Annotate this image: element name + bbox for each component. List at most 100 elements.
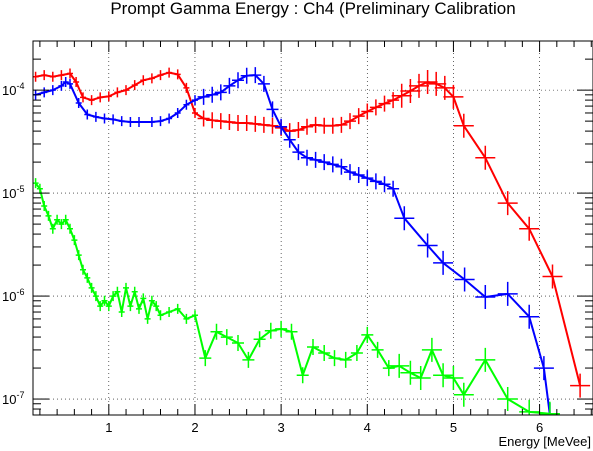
data-point	[148, 73, 155, 84]
data-point	[84, 272, 91, 283]
grid	[33, 41, 593, 415]
data-point	[97, 301, 104, 312]
data-point	[192, 95, 198, 106]
x-tick-label: 4	[364, 420, 371, 435]
data-point	[519, 216, 540, 241]
data-point	[285, 323, 298, 340]
data-point	[62, 214, 69, 225]
data-point	[140, 75, 147, 86]
data-point	[153, 301, 160, 312]
data-point	[33, 71, 39, 82]
data-point	[210, 323, 223, 340]
data-point	[157, 70, 164, 81]
data-point	[223, 77, 236, 94]
data-point	[49, 85, 56, 96]
data-point	[101, 295, 108, 306]
data-point	[88, 95, 95, 106]
data-point	[344, 113, 356, 130]
data-point	[339, 351, 352, 368]
data-point	[344, 164, 356, 181]
data-point	[118, 116, 125, 127]
data-point	[127, 301, 134, 312]
data-point	[131, 286, 138, 297]
data-point	[389, 353, 410, 378]
x-tick-label: 3	[278, 420, 285, 435]
data-point	[174, 303, 181, 314]
data-point	[127, 117, 134, 127]
x-tick-label: 6	[536, 420, 543, 435]
data-point	[369, 99, 382, 116]
x-tick-label: 5	[450, 420, 457, 435]
data-point	[387, 180, 400, 197]
data-point	[426, 71, 447, 96]
data-point	[80, 92, 86, 103]
data-point	[33, 178, 39, 189]
y-tick-label: 10-6	[2, 287, 24, 304]
data-point	[75, 98, 82, 108]
data-point	[148, 295, 155, 306]
data-point	[41, 201, 48, 211]
data-point	[140, 293, 147, 304]
data-point	[197, 110, 210, 127]
data-point	[400, 360, 421, 385]
data-point	[88, 282, 95, 293]
data-point	[197, 88, 210, 105]
data-point	[361, 170, 374, 187]
data-point	[533, 356, 554, 381]
data-point	[326, 156, 339, 173]
x-tick-label: 2	[191, 420, 198, 435]
data-point	[443, 84, 464, 109]
data-point	[54, 214, 61, 225]
data-series	[33, 67, 591, 415]
data-point	[75, 250, 82, 261]
y-tick-label: 10-7	[2, 390, 24, 407]
data-point	[309, 116, 322, 133]
data-point	[174, 69, 181, 80]
data-point	[223, 114, 236, 130]
data-point	[131, 80, 138, 91]
data-point	[475, 145, 496, 170]
data-point	[166, 67, 173, 78]
data-point	[67, 68, 73, 79]
data-point	[45, 210, 52, 221]
data-point	[166, 307, 173, 317]
data-point	[433, 250, 454, 275]
data-point	[335, 158, 348, 175]
data-point	[410, 366, 431, 390]
data-point	[318, 345, 331, 361]
data-point	[570, 373, 591, 398]
data-point	[497, 387, 518, 411]
data-point	[497, 281, 518, 306]
data-point	[283, 131, 296, 148]
data-point	[183, 99, 190, 110]
data-point	[417, 70, 438, 94]
data-point	[249, 67, 262, 84]
data-point	[97, 92, 104, 103]
data-point	[497, 191, 518, 216]
data-point	[264, 322, 277, 339]
data-point	[84, 109, 91, 120]
data-point	[275, 320, 288, 337]
data-point	[110, 114, 117, 125]
data-point	[192, 108, 198, 118]
data-point	[123, 282, 129, 293]
data-point	[318, 154, 331, 171]
data-point	[67, 223, 73, 234]
data-point	[335, 116, 348, 133]
data-point	[454, 267, 475, 292]
data-point	[361, 103, 374, 120]
data-point	[206, 86, 219, 103]
data-point	[41, 70, 48, 81]
data-point	[328, 350, 341, 367]
data-point	[199, 350, 212, 367]
chart-title: Prompt Gamma Energy : Ch4 (Preliminary C…	[110, 0, 515, 18]
data-point	[387, 92, 400, 109]
data-point	[49, 71, 56, 82]
data-point	[382, 360, 395, 377]
x-tick-label: 1	[105, 420, 112, 435]
data-point	[249, 115, 262, 132]
data-point	[326, 117, 339, 134]
data-point	[123, 85, 129, 96]
data-point	[105, 301, 112, 312]
